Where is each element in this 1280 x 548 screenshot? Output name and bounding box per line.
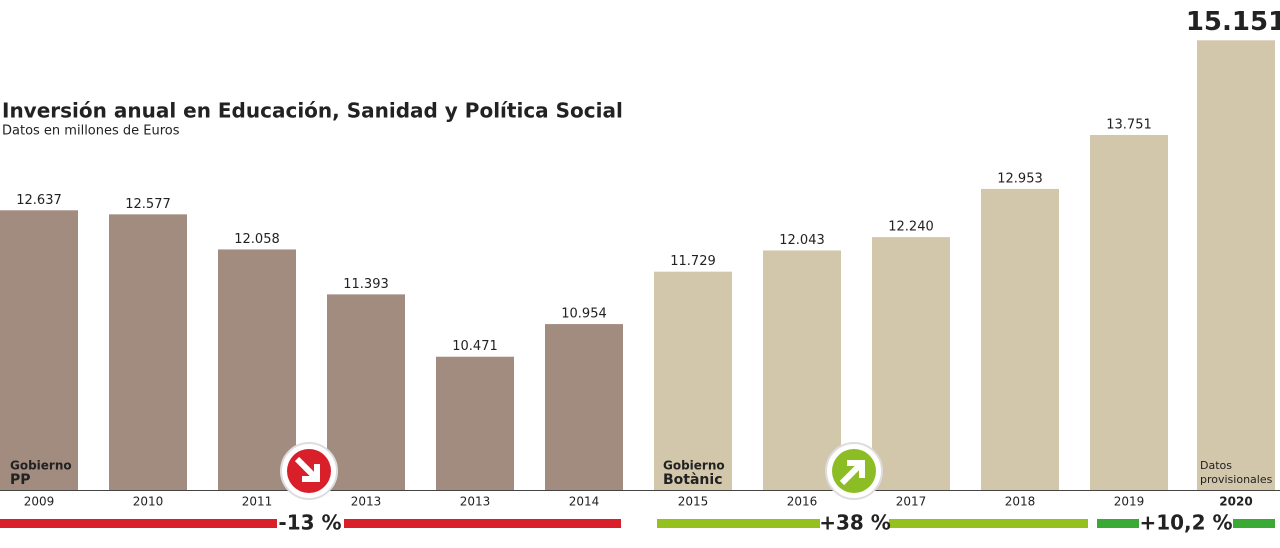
bar (218, 249, 296, 490)
x-tick-label: 2013 (351, 495, 382, 509)
value-label: 12.058 (234, 232, 280, 247)
change-label: -13 % (278, 511, 341, 535)
x-tick-label: 2013 (460, 495, 491, 509)
value-label: 11.393 (343, 277, 389, 292)
chart-title: Inversión anual en Educación, Sanidad y … (2, 99, 623, 123)
value-label: 12.637 (16, 193, 62, 208)
annotation: Gobierno (663, 459, 725, 473)
x-tick-label: 2010 (133, 495, 164, 509)
period-band (889, 519, 1088, 528)
annotation: PP (10, 472, 31, 488)
annotation: Botànic (663, 472, 723, 488)
period-band (1097, 519, 1139, 528)
x-tick-label: 2014 (569, 495, 600, 509)
bar (0, 210, 78, 490)
x-tick-label: 2019 (1114, 495, 1145, 509)
period-band (0, 519, 277, 528)
annotation: Gobierno (10, 459, 72, 473)
value-label: 12.577 (125, 197, 171, 212)
bar (981, 188, 1059, 491)
bar (654, 271, 732, 490)
period-band (344, 519, 621, 528)
x-tick-label: 2016 (787, 495, 818, 509)
bar (327, 294, 405, 490)
x-tick-label: 2018 (1005, 495, 1036, 509)
bar (109, 214, 187, 490)
value-label: 10.471 (452, 339, 498, 354)
x-tick-label: 2011 (242, 495, 273, 509)
period-band (657, 519, 820, 528)
down-icon (280, 442, 338, 500)
annotation: Datos (1200, 459, 1232, 472)
value-label: 11.729 (670, 254, 716, 269)
bar (763, 250, 841, 490)
change-label: +10,2 % (1139, 511, 1232, 535)
bar (436, 356, 514, 490)
value-label: 15.151 (1186, 7, 1280, 37)
bar (545, 324, 623, 490)
x-tick-label: 2009 (24, 495, 55, 509)
chart-subtitle: Datos en millones de Euros (2, 124, 180, 139)
value-label: 12.043 (779, 233, 825, 248)
value-label: 12.240 (888, 220, 934, 235)
bar (872, 237, 950, 490)
change-label: +38 % (819, 511, 891, 535)
x-tick-label: 2015 (678, 495, 709, 509)
value-label: 12.953 (997, 171, 1043, 186)
value-label: 10.954 (561, 307, 607, 322)
bar (1197, 40, 1275, 490)
x-tick-label: 2020 (1219, 495, 1252, 509)
value-label: 13.751 (1106, 117, 1152, 132)
period-band (1233, 519, 1275, 528)
annotation: provisionales (1200, 473, 1273, 486)
x-tick-label: 2017 (896, 495, 927, 509)
bar (1090, 134, 1168, 490)
up-icon (825, 442, 883, 500)
bars (0, 40, 1275, 491)
